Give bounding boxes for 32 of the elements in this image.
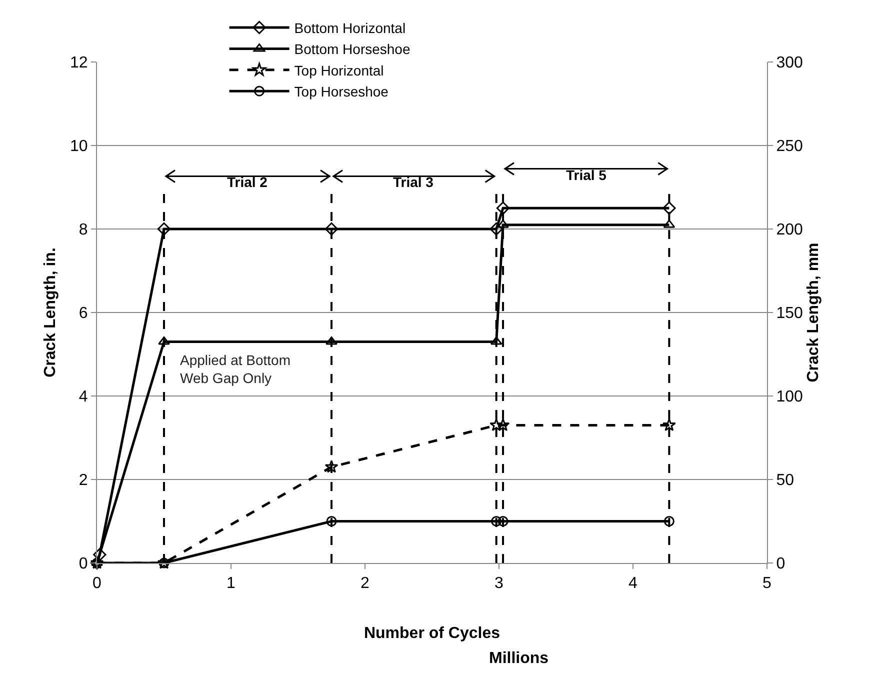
y-tick-label: 6: [78, 305, 88, 322]
legend-label: Top Horizontal: [294, 62, 384, 78]
legend-label: Top Horseshoe: [294, 84, 389, 100]
x-tick-label: 5: [762, 575, 772, 592]
annotation: Trial 5: [566, 167, 607, 183]
y-tick-label: 2: [78, 472, 88, 490]
x-tick-label: 2: [360, 575, 370, 592]
y-tick-label: 10: [70, 138, 88, 156]
annotation: Trial 2: [227, 174, 268, 190]
y-tick-label: 12: [70, 54, 88, 72]
legend-label: Bottom Horseshoe: [294, 41, 410, 58]
annotation: Applied at Bottom Web Gap Only: [180, 352, 291, 386]
y-tick-label: 4: [78, 388, 88, 406]
y2-tick-label: 200: [776, 222, 803, 239]
x-tick-label: 0: [92, 575, 102, 592]
y2-axis-title: Crack Length, mm: [804, 242, 822, 382]
y2-tick-label: 150: [776, 305, 803, 322]
y-axis-title: Crack Length, in.: [42, 248, 59, 378]
y2-tick-label: 50: [776, 472, 794, 490]
y-tick-label: 8: [78, 222, 88, 239]
x-tick-label: 4: [628, 575, 638, 592]
x-tick-label: 3: [494, 575, 504, 592]
y2-tick-label: 250: [776, 138, 803, 156]
y-tick-label: 0: [78, 556, 88, 573]
x-tick-label: 1: [226, 575, 236, 592]
y2-tick-label: 300: [776, 54, 803, 72]
y2-tick-label: 100: [776, 388, 803, 406]
text: Millions: [489, 650, 549, 667]
y2-tick-label: 0: [776, 556, 786, 573]
x-axis-title: Number of Cycles: [364, 624, 500, 642]
legend-label: Bottom Horizontal: [294, 20, 406, 36]
annotation: Trial 3: [393, 174, 434, 190]
